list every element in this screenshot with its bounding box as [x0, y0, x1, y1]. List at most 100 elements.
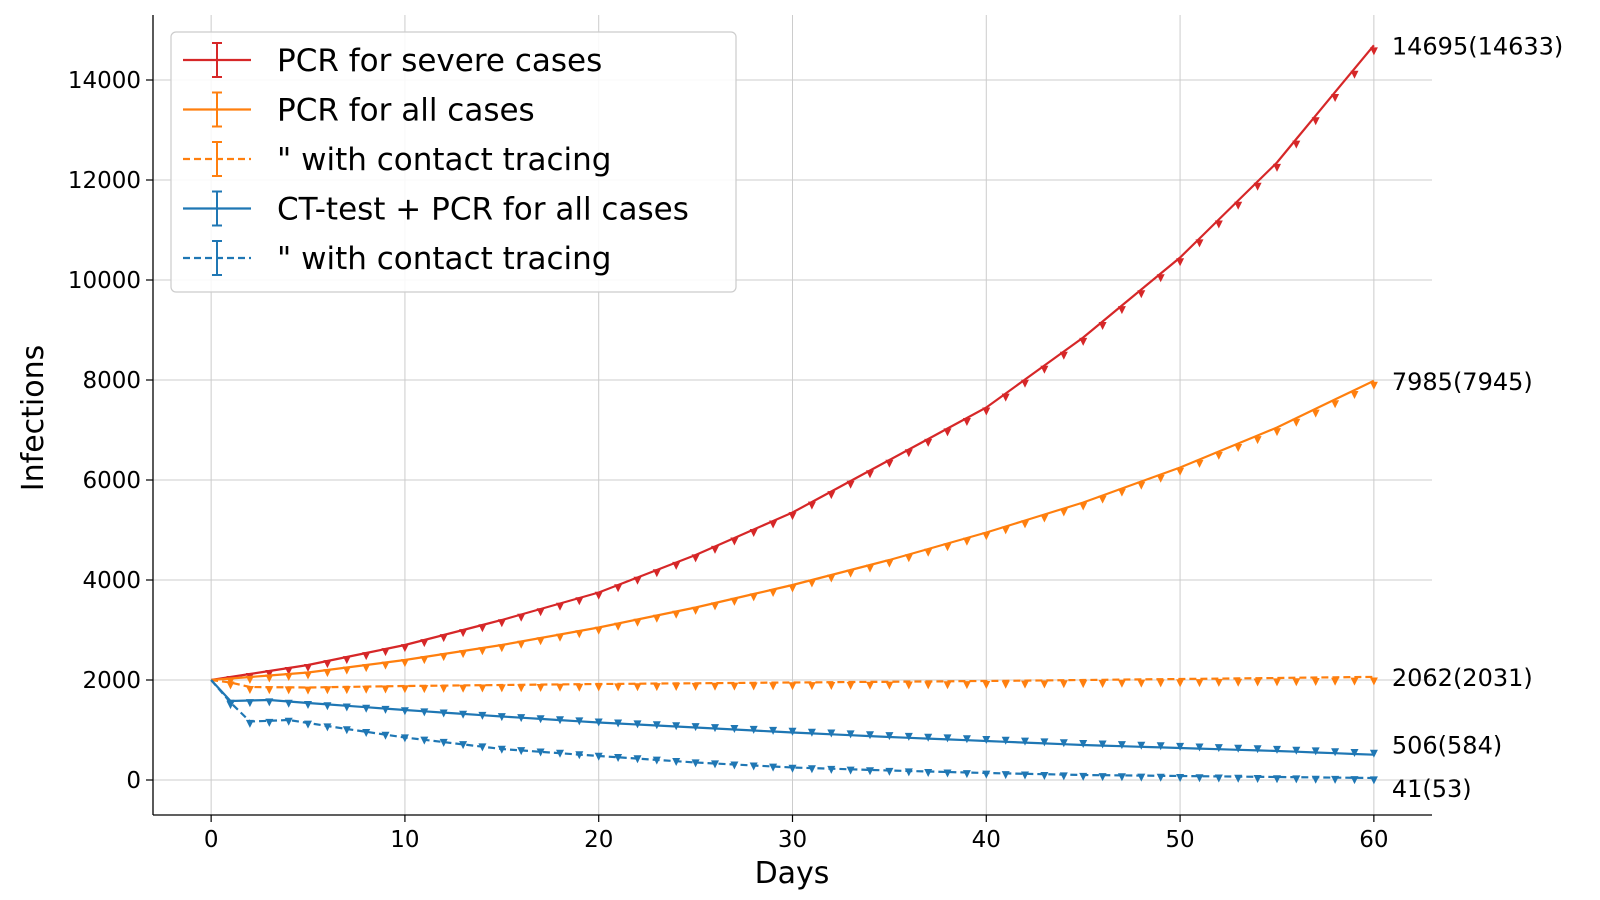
series-marker [1001, 393, 1010, 402]
series-marker [962, 735, 971, 744]
series-marker [633, 720, 642, 729]
series-marker [459, 741, 468, 750]
series-marker [1273, 745, 1281, 754]
y-tick-label: 10000 [68, 268, 141, 294]
series-marker [827, 729, 836, 738]
series-marker [556, 683, 564, 692]
series-marker [459, 710, 468, 719]
series-marker [439, 738, 448, 747]
y-tick-label: 2000 [82, 668, 141, 694]
series-marker [1156, 474, 1165, 483]
series-marker [846, 730, 855, 739]
series-marker [575, 717, 584, 726]
series-marker [924, 681, 933, 690]
series-marker [517, 613, 526, 622]
series-marker [265, 674, 274, 683]
x-tick-label: 10 [390, 827, 419, 853]
series-marker [982, 407, 991, 416]
series-marker [982, 532, 991, 541]
series-marker [769, 726, 778, 735]
x-tick-label: 0 [204, 827, 219, 853]
series-marker [652, 721, 661, 730]
series-marker [323, 723, 332, 732]
series-marker [400, 734, 409, 743]
series-marker [304, 701, 312, 709]
series-marker [1059, 351, 1068, 360]
series-marker [1350, 391, 1359, 399]
series-marker [362, 685, 371, 694]
series-marker [1137, 481, 1146, 490]
series-marker [439, 684, 448, 693]
series-marker [633, 576, 642, 585]
series-marker [362, 664, 371, 673]
series-marker [594, 591, 603, 600]
series-marker [1040, 738, 1049, 747]
series-marker [265, 698, 274, 707]
legend-label: " with contact tracing [277, 241, 611, 277]
series-marker [284, 673, 293, 681]
series-marker [1137, 741, 1146, 750]
series-marker [478, 684, 487, 693]
series-marker [1214, 744, 1223, 753]
series-marker [1350, 776, 1359, 785]
series-marker [245, 719, 254, 728]
series-marker [226, 681, 235, 690]
series-marker [885, 559, 894, 568]
series-marker [1195, 679, 1204, 688]
series-marker [866, 681, 874, 690]
series-marker [400, 685, 409, 694]
series-marker [1040, 772, 1049, 780]
series-marker [1098, 495, 1107, 504]
series-marker [1292, 140, 1301, 149]
series-marker [362, 729, 371, 737]
series-marker [1117, 679, 1126, 688]
series-marker [575, 683, 584, 692]
series-marker [691, 723, 700, 732]
series-marker [1001, 736, 1010, 745]
series-marker [711, 602, 719, 611]
series-marker [614, 584, 623, 593]
series-marker [614, 754, 623, 762]
series-marker [420, 639, 429, 648]
legend-item: CT-test + PCR for all cases [183, 190, 689, 228]
series-marker [672, 758, 681, 766]
series-3 [210, 679, 1378, 758]
series-marker [1331, 400, 1340, 409]
series-marker [749, 593, 758, 602]
series-marker [245, 676, 254, 684]
series-marker [807, 682, 816, 691]
series-marker [1176, 258, 1185, 267]
series-marker [866, 564, 874, 573]
series-marker [730, 725, 739, 733]
series-marker [420, 708, 429, 717]
series-marker [827, 765, 836, 774]
series-marker [1098, 322, 1107, 330]
series-marker [652, 756, 661, 765]
series-marker [517, 640, 526, 649]
end-value-label: 14695(14633) [1392, 32, 1563, 60]
series-marker [1350, 677, 1359, 686]
series-marker [807, 728, 816, 737]
tick-labels: 0 10 20 30 40 50 60 0 2000 4000 6000 8000 10000 12000… [68, 68, 1389, 853]
series-marker [1040, 514, 1049, 523]
series-marker [1156, 679, 1165, 688]
series-marker [1234, 744, 1243, 753]
series-marker [1137, 773, 1146, 782]
end-value-label: 7985(7945) [1392, 368, 1533, 396]
series-marker [1253, 182, 1262, 191]
series-marker [1273, 775, 1281, 784]
series-marker [594, 626, 603, 635]
series-marker [962, 418, 971, 426]
series-marker [769, 520, 778, 529]
series-marker [1001, 526, 1010, 535]
series-marker [982, 736, 991, 744]
series-marker [1369, 677, 1378, 686]
series-marker [420, 656, 429, 665]
series-marker [827, 682, 836, 690]
series-marker [1253, 436, 1262, 445]
series-marker [1331, 775, 1340, 784]
series-marker [1021, 737, 1029, 746]
series-marker [846, 681, 855, 690]
series-marker [439, 709, 448, 718]
